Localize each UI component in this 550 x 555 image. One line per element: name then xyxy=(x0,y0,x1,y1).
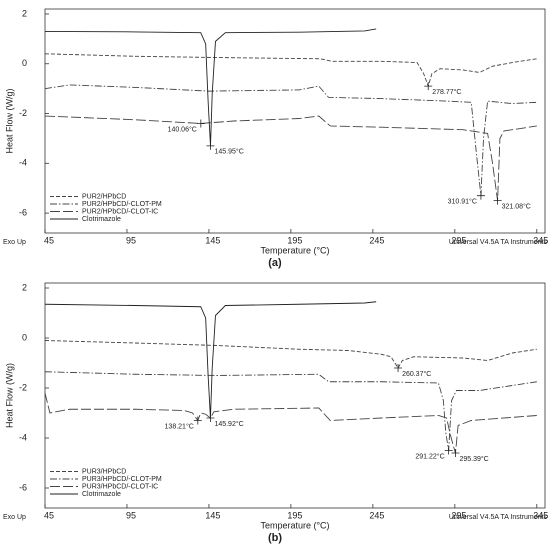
x-tick-label: 95 xyxy=(126,510,136,520)
y-tick-label: -2 xyxy=(19,108,27,118)
x-tick-label: 245 xyxy=(369,235,384,245)
peak-marker xyxy=(424,82,433,91)
legend-label: PUR3/HPbCD/-CLOT-IC xyxy=(82,483,158,490)
y-tick-label: -4 xyxy=(19,432,27,442)
y-tick-label: 0 xyxy=(22,58,27,68)
y-tick-label: 2 xyxy=(22,282,27,292)
peak-marker xyxy=(193,416,202,425)
legend-label: PUR2/HPbCD/-CLOT-PM xyxy=(82,201,162,208)
peak-marker xyxy=(444,446,453,455)
peak-marker xyxy=(196,119,205,128)
series-line xyxy=(44,84,537,196)
y-tick-label: -4 xyxy=(19,158,27,168)
series-line xyxy=(44,53,537,88)
chart-panel: 45 95 145 195 245 295 345 -6 -4 -2 0 2 Temperature (… xyxy=(3,8,548,269)
series-line xyxy=(44,340,537,369)
series-line xyxy=(44,301,377,419)
y-tick-label: -6 xyxy=(19,207,27,217)
peak-label: 310.91°C xyxy=(448,198,477,206)
plot-frame xyxy=(44,282,546,509)
x-tick-label: 195 xyxy=(287,510,302,520)
series-line xyxy=(44,115,537,201)
peak-label: 145.95°C xyxy=(214,148,243,156)
y-tick-label: 0 xyxy=(22,332,27,342)
peak-marker xyxy=(394,364,403,372)
x-tick-label: 145 xyxy=(205,510,220,520)
legend-label: Clotrimazole xyxy=(82,216,121,223)
y-tick-label: -2 xyxy=(19,382,27,392)
peak-label: 260.37°C xyxy=(402,370,431,378)
panel-label: (a) xyxy=(268,257,282,269)
plot-frame xyxy=(44,8,546,234)
footer-left: Exo Up xyxy=(3,239,26,246)
peak-label: 295.39°C xyxy=(459,455,488,463)
y-tick-label: -6 xyxy=(19,482,27,492)
series-line xyxy=(44,28,377,146)
legend-label: PUR2/HPbCD xyxy=(82,193,126,200)
peak-marker xyxy=(206,414,215,422)
legend-label: PUR3/HPbCD xyxy=(82,468,126,475)
peak-label: 278.77°C xyxy=(432,88,461,96)
y-axis-label: Heat Flow (W/g) xyxy=(4,363,14,428)
y-axis-label: Heat Flow (W/g) xyxy=(4,88,14,153)
series-line xyxy=(44,371,537,451)
footer-right: Universal V4.5A TA Instruments xyxy=(449,514,548,521)
footer-right: Universal V4.5A TA Instruments xyxy=(449,239,548,246)
x-tick-label: 245 xyxy=(369,510,384,520)
legend-label: Clotrimazole xyxy=(82,491,121,498)
x-tick-label: 345 xyxy=(533,510,548,520)
peak-label: 140.06°C xyxy=(168,125,197,133)
x-axis-label: Temperature (°C) xyxy=(260,245,329,255)
x-tick-label: 45 xyxy=(44,510,54,520)
legend-label: PUR3/HPbCD/-CLOT-PM xyxy=(82,476,162,483)
panel-label: (b) xyxy=(268,532,282,544)
x-tick-label: 145 xyxy=(205,235,220,245)
peak-label: 321.08°C xyxy=(502,202,531,210)
peak-marker xyxy=(206,141,215,150)
footer-left: Exo Up xyxy=(3,514,26,521)
peak-label: 291.22°C xyxy=(415,452,444,460)
peak-marker xyxy=(476,191,485,200)
x-tick-label: 345 xyxy=(533,235,548,245)
peak-label: 138.21°C xyxy=(165,422,194,430)
chart-panel: 45 95 145 195 245 295 345 -6 -4 -2 0 2 Temperature (… xyxy=(3,282,548,544)
y-tick-label: 2 xyxy=(22,8,27,18)
peak-label: 145.92°C xyxy=(214,420,243,428)
x-tick-label: 195 xyxy=(287,235,302,245)
x-axis-label: Temperature (°C) xyxy=(260,520,329,530)
x-tick-label: 295 xyxy=(451,235,466,245)
x-tick-label: 45 xyxy=(44,235,54,245)
x-tick-label: 295 xyxy=(451,510,466,520)
peak-marker xyxy=(451,449,460,457)
peak-marker xyxy=(493,196,502,205)
x-tick-label: 95 xyxy=(126,235,136,245)
series-line xyxy=(44,392,537,454)
legend-label: PUR2/HPbCD/-CLOT-IC xyxy=(82,208,158,215)
